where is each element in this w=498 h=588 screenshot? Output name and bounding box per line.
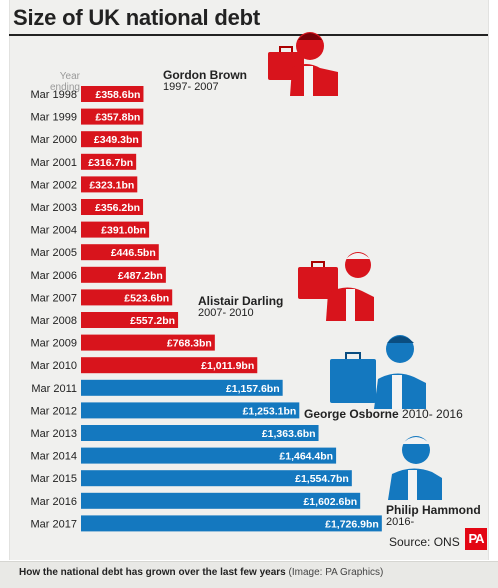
chancellor-years-darling: 2007- 2010 — [198, 307, 254, 319]
value-label: £557.2bn — [130, 315, 175, 327]
caption-text: How the national debt has grown over the… — [19, 567, 286, 578]
category-label: Mar 2010 — [31, 360, 77, 372]
bar — [81, 131, 142, 148]
value-label: £1,011.9bn — [201, 360, 254, 372]
chancellor-years-hammond: 2016- — [386, 516, 415, 528]
bar — [81, 379, 283, 396]
category-label: Mar 2004 — [31, 225, 77, 237]
category-label: Mar 2015 — [31, 473, 77, 485]
bar — [81, 221, 150, 238]
bar — [81, 266, 166, 283]
bar — [81, 515, 382, 532]
category-label: Mar 1999 — [31, 112, 77, 124]
bar — [81, 86, 144, 102]
value-label: £1,554.7bn — [295, 473, 349, 485]
bar — [81, 425, 319, 441]
chart-title: Size of UK national debt — [13, 5, 260, 30]
philip-hammond-portrait — [388, 436, 442, 500]
value-label: £487.2bn — [118, 270, 163, 282]
value-label: £1,363.6bn — [262, 428, 316, 440]
chancellor-name-darling: Alistair Darling — [198, 294, 284, 308]
title-rule — [9, 34, 488, 36]
alistair-darling-portrait — [298, 252, 374, 321]
bar — [81, 199, 144, 215]
pa-logo: PA — [465, 528, 487, 550]
category-label: Mar 2014 — [31, 451, 77, 463]
chancellor-name-brown: Gordon Brown — [163, 68, 247, 82]
value-label: £323.1bn — [89, 179, 134, 191]
bar — [81, 357, 258, 374]
category-label: Mar 2007 — [31, 292, 77, 304]
value-label: £446.5bn — [111, 247, 156, 259]
image-caption: How the national debt has grown over the… — [19, 567, 383, 578]
value-label: £1,157.6bn — [226, 383, 280, 395]
category-label: Mar 2011 — [31, 383, 77, 395]
chancellor-name-osborne: George Osborne 2010- 2016 — [304, 407, 463, 421]
value-label: £316.7bn — [88, 157, 133, 169]
category-label: Mar 2003 — [31, 202, 77, 214]
category-label: Mar 2009 — [31, 338, 77, 350]
value-label: £357.8bn — [95, 112, 140, 124]
category-label: Mar 2005 — [31, 247, 77, 259]
bar — [81, 176, 138, 193]
category-label: Mar 2012 — [31, 405, 77, 417]
category-label: Mar 2002 — [31, 179, 77, 191]
value-label: £1,602.6bn — [303, 496, 357, 508]
category-label: Mar 2013 — [31, 428, 77, 440]
bar — [81, 334, 215, 351]
bar — [81, 447, 337, 464]
category-label: Mar 2000 — [31, 134, 77, 146]
value-label: £391.0bn — [101, 225, 146, 237]
bar — [81, 289, 173, 306]
bar — [81, 470, 352, 487]
george-osborne-portrait — [330, 335, 426, 409]
value-label: £1,253.1bn — [243, 405, 297, 417]
category-label: Mar 2016 — [31, 496, 77, 508]
year-ending-label: Year ending — [49, 71, 80, 93]
category-label: Mar 1998 — [31, 89, 77, 101]
value-label: £1,464.4bn — [279, 451, 333, 463]
value-label: £523.6bn — [124, 292, 169, 304]
value-label: £356.2bn — [95, 202, 140, 214]
value-label: £358.6bn — [96, 89, 141, 101]
value-label: £768.3bn — [167, 338, 212, 350]
category-label: Mar 2008 — [31, 315, 77, 327]
chancellor-name-hammond: Philip Hammond — [386, 503, 481, 517]
caption-bar — [0, 561, 498, 588]
gordon-brown-portrait — [268, 32, 338, 96]
category-label: Mar 2006 — [31, 270, 77, 282]
bar — [81, 153, 137, 170]
value-label: £1,726.9bn — [325, 518, 379, 530]
source-label: Source: ONS — [389, 535, 460, 549]
category-label: Mar 2001 — [31, 157, 77, 169]
caption-credit: (Image: PA Graphics) — [288, 567, 384, 578]
bar — [81, 402, 300, 419]
category-label: Mar 2017 — [31, 518, 77, 530]
chancellor-years-osborne: 2010- 2016 — [402, 407, 463, 421]
bar — [81, 244, 159, 261]
chancellor-name-osborne-text: George Osborne — [304, 407, 399, 421]
chancellor-years-brown: 1997- 2007 — [163, 81, 219, 93]
bar — [81, 312, 179, 328]
bar — [81, 108, 144, 125]
value-label: £349.3bn — [94, 134, 139, 146]
bar — [81, 492, 361, 509]
